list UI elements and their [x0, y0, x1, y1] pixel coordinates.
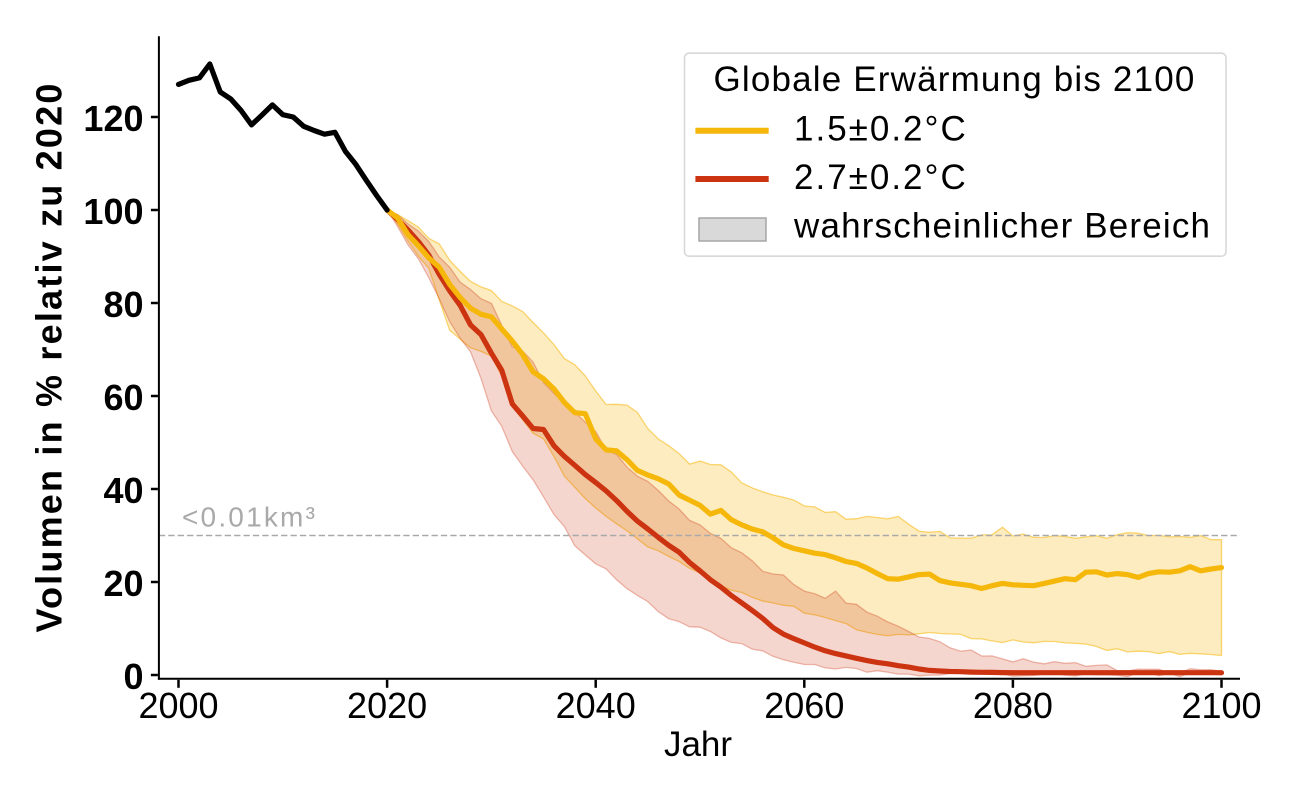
svg-text:2040: 2040: [556, 685, 636, 726]
svg-text:100: 100: [83, 191, 143, 232]
svg-text:2100: 2100: [1181, 685, 1261, 726]
svg-text:40: 40: [103, 470, 143, 511]
svg-text:2.7±0.2°C: 2.7±0.2°C: [794, 158, 968, 197]
svg-text:0: 0: [123, 656, 143, 697]
svg-text:120: 120: [83, 98, 143, 139]
svg-text:wahrscheinlicher Bereich: wahrscheinlicher Bereich: [793, 206, 1211, 245]
svg-text:Volumen in % relativ zu 2020: Volumen in % relativ zu 2020: [29, 81, 70, 632]
svg-text:<0.01km³: <0.01km³: [182, 502, 317, 533]
svg-text:2000: 2000: [138, 685, 218, 726]
svg-text:2080: 2080: [973, 685, 1053, 726]
svg-text:2020: 2020: [347, 685, 427, 726]
svg-text:2060: 2060: [764, 685, 844, 726]
svg-text:60: 60: [103, 377, 143, 418]
svg-text:Jahr: Jahr: [664, 725, 732, 764]
svg-text:1.5±0.2°C: 1.5±0.2°C: [794, 110, 968, 149]
svg-text:Globale Erwärmung bis 2100: Globale Erwärmung bis 2100: [713, 60, 1195, 99]
svg-text:80: 80: [103, 284, 143, 325]
svg-text:20: 20: [103, 563, 143, 604]
